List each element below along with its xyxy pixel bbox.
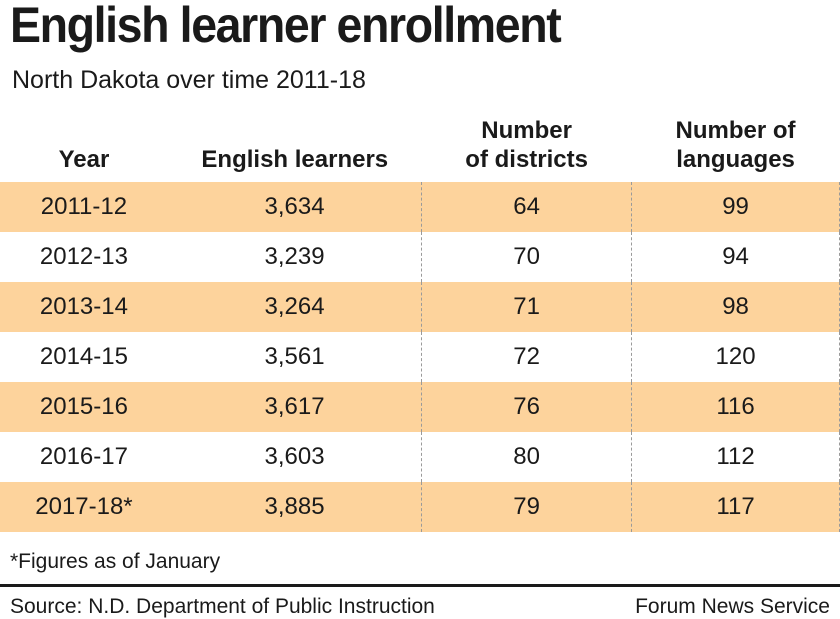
table-cell: 99 [631, 182, 840, 232]
chart-subtitle: North Dakota over time 2011-18 [12, 66, 366, 94]
table-row: 2014-15 3,561 72 120 [0, 332, 840, 382]
enrollment-table: Year English learners Number of districts Nu… [0, 112, 840, 532]
table-cell: 94 [631, 232, 840, 282]
table-row: 2015-16 3,617 76 116 [0, 382, 840, 432]
table-cell: 2016-17 [39, 443, 128, 470]
table-row: 2011-12 3,634 64 99 [0, 182, 840, 232]
table-cell: 3,239 [167, 232, 423, 282]
column-header-line: English learners [201, 146, 389, 173]
table-cell: 3,264 [167, 282, 423, 332]
table-row: 2012-13 3,239 70 94 [0, 232, 840, 282]
table-cell: 70 [421, 232, 633, 282]
column-header: English learners [168, 112, 422, 182]
chart-title: English learner enrollment [10, 0, 562, 53]
table-cell: 2013-14 [0, 282, 168, 332]
credit: Forum News Service [635, 595, 830, 618]
table-cell: 71 [421, 282, 633, 332]
table-cell: 2012-13 [39, 243, 128, 270]
table-row: 2016-17 3,603 80 112 [0, 432, 840, 482]
table-cell: 2015-16 [0, 382, 168, 432]
divider [0, 584, 840, 587]
table-cell: 2017-18* [0, 482, 168, 532]
table-cell: 79 [421, 482, 633, 532]
table-cell: 3,634 [167, 182, 423, 232]
table-cell: 3,561 [167, 332, 423, 382]
table-cell: 3,603 [167, 432, 423, 482]
column-header-line: Number [481, 117, 572, 144]
column-header-line: languages [676, 146, 795, 173]
table-row: 2017-18* 3,885 79 117 [0, 482, 840, 532]
header-row: Year English learners Number of districts Nu… [0, 112, 840, 182]
table-cell: 2014-15 [39, 343, 128, 370]
column-header: Number of districts [422, 112, 632, 182]
table-cell: 72 [421, 332, 633, 382]
table-cell: 2011-12 [0, 182, 168, 232]
table-cell: 64 [421, 182, 633, 232]
table-cell: 120 [631, 332, 840, 382]
table-cell: 3,885 [167, 482, 423, 532]
column-header-line: Year [58, 146, 110, 173]
table-cell: 116 [631, 382, 840, 432]
table-cell: 98 [631, 282, 840, 332]
footnote: *Figures as of January [10, 550, 221, 573]
column-header-line: Number of [675, 117, 796, 144]
column-header: Year [0, 112, 168, 182]
source-note: Source: N.D. Department of Public Instru… [10, 595, 435, 618]
table-row: 2013-14 3,264 71 98 [0, 282, 840, 332]
table-cell: 117 [631, 482, 840, 532]
table-cell: 3,617 [167, 382, 423, 432]
column-header-line: of districts [465, 146, 588, 173]
column-header: Number of languages [632, 112, 840, 182]
table-cell: 80 [421, 432, 633, 482]
table-cell: 76 [421, 382, 633, 432]
table-cell: 112 [631, 432, 840, 482]
